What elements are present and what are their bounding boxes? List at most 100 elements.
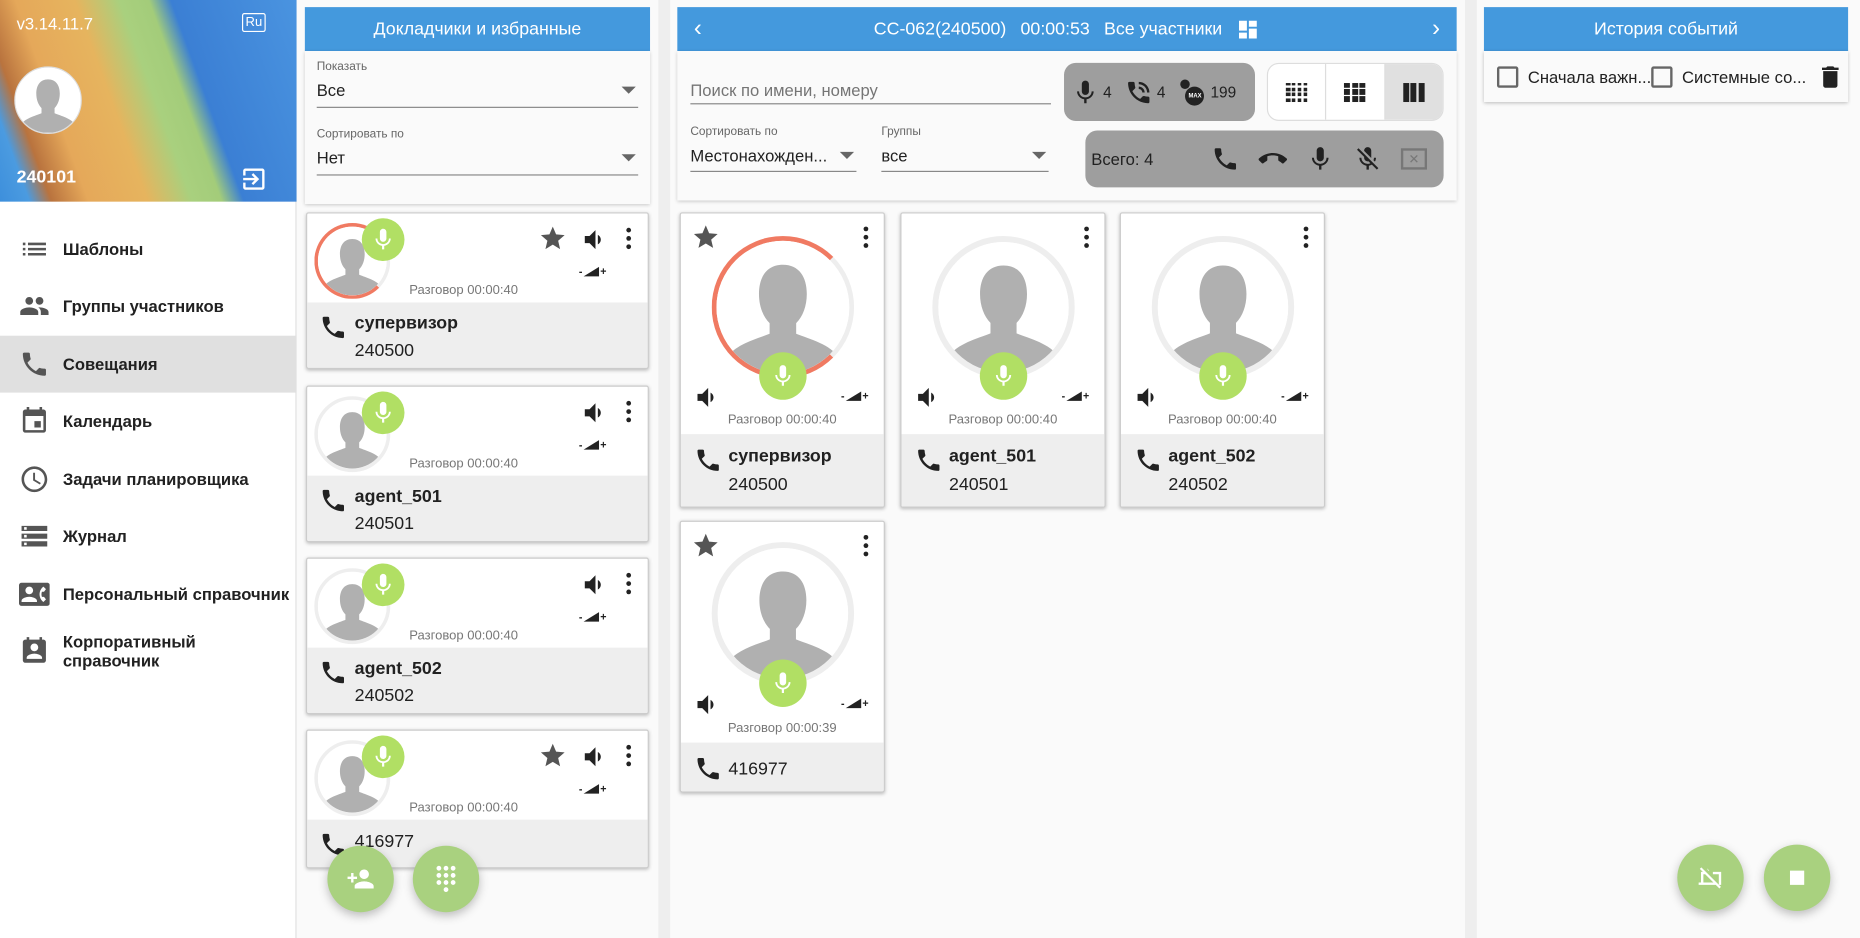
more-vert-icon[interactable] xyxy=(614,397,642,425)
dashboard-icon[interactable] xyxy=(1236,17,1260,41)
mic-toggle[interactable] xyxy=(979,352,1028,400)
sidebar-item[interactable]: Персональный справочник xyxy=(0,566,297,623)
mic-toggle[interactable] xyxy=(361,391,405,435)
speaker-icon[interactable] xyxy=(581,571,609,599)
sidebar-item[interactable]: Группы участников xyxy=(0,278,297,335)
speaker-icon[interactable] xyxy=(694,690,722,718)
remove-all-icon[interactable]: ✕ xyxy=(1400,148,1427,170)
participant-name: agent_501 xyxy=(948,446,1036,467)
groups-select[interactable]: все xyxy=(881,141,1049,172)
mic-toggle[interactable] xyxy=(1199,352,1247,400)
sort-select[interactable]: Нет xyxy=(316,145,639,176)
participants-filter[interactable]: Все участники xyxy=(1104,18,1223,40)
star-icon[interactable] xyxy=(539,741,567,769)
important-first-checkbox[interactable] xyxy=(1496,65,1519,88)
star-icon[interactable] xyxy=(692,223,720,251)
view-option-button[interactable] xyxy=(1385,64,1443,120)
sidebar-item[interactable]: Журнал xyxy=(0,508,297,565)
speaker-card[interactable]: - + Разговор 00:00:40 416977 xyxy=(306,729,649,869)
sidebar-item[interactable]: Совещания xyxy=(0,335,297,393)
sidebar-item[interactable]: Шаблоны xyxy=(0,221,297,278)
volume-slider[interactable]: - + xyxy=(1061,390,1090,403)
logout-icon[interactable] xyxy=(240,165,268,193)
dropdown-arrow-icon xyxy=(621,154,636,162)
mic-toggle[interactable] xyxy=(361,218,405,261)
volume-slider[interactable]: - + xyxy=(578,782,607,795)
search-input[interactable] xyxy=(690,75,1051,105)
view-option-button[interactable] xyxy=(1268,64,1327,120)
sidebar-item[interactable]: Календарь xyxy=(0,393,297,450)
call-status: Разговор 00:00:40 xyxy=(948,412,1058,428)
system-events-checkbox[interactable] xyxy=(1651,65,1673,88)
conference-duration: 00:00:53 xyxy=(1020,18,1090,40)
speaker-icon[interactable] xyxy=(1134,383,1162,411)
volume-slider[interactable]: - + xyxy=(578,265,607,278)
speaker-card[interactable]: - + Разговор 00:00:40 супервизор 240500 xyxy=(306,212,649,369)
mute-all-icon[interactable] xyxy=(1353,145,1381,173)
call-status: Разговор 00:00:40 xyxy=(1167,412,1277,428)
mic-toggle[interactable] xyxy=(759,659,807,707)
mic-toggle[interactable] xyxy=(361,563,405,607)
volume-slider[interactable]: - + xyxy=(841,697,869,710)
phone-icon xyxy=(319,658,347,686)
participant-name: agent_501 xyxy=(354,486,442,507)
mic-toggle[interactable] xyxy=(361,735,405,779)
speaker-icon[interactable] xyxy=(581,399,609,427)
trash-icon[interactable] xyxy=(1816,62,1844,90)
splitter-right[interactable] xyxy=(1464,0,1477,938)
participant-number: 240500 xyxy=(728,474,788,495)
add-participant-button[interactable] xyxy=(327,845,394,913)
more-vert-icon[interactable] xyxy=(852,531,880,559)
person-icon xyxy=(15,68,80,133)
volume-slider[interactable]: - + xyxy=(578,610,607,623)
view-option-button[interactable] xyxy=(1327,64,1386,120)
prev-conference-button[interactable]: ‹ xyxy=(693,15,702,42)
list-icon xyxy=(19,234,50,265)
hangup-all-icon[interactable] xyxy=(1259,145,1287,173)
more-vert-icon[interactable] xyxy=(852,223,880,251)
more-vert-icon[interactable] xyxy=(614,569,642,597)
speaker-card[interactable]: - + Разговор 00:00:40 agent_502 240502 xyxy=(306,557,649,715)
sidebar-item[interactable]: Задачи планировщика xyxy=(0,451,297,508)
dropdown-arrow-icon xyxy=(621,86,636,94)
participant-card[interactable]: - + Разговор 00:00:40 agent_502 240502 xyxy=(1119,212,1325,508)
speaker-icon[interactable] xyxy=(581,743,609,771)
participant-card[interactable]: - + Разговор 00:00:40 супервизор 240500 xyxy=(679,212,885,508)
call-status: Разговор 00:00:40 xyxy=(727,412,837,428)
mic-toggle[interactable] xyxy=(759,352,807,400)
speaker-icon[interactable] xyxy=(581,225,609,253)
clock-icon xyxy=(19,464,50,495)
more-vert-icon[interactable] xyxy=(1292,223,1320,251)
show-select[interactable]: Все xyxy=(316,77,639,108)
mic-icon xyxy=(1210,363,1236,389)
call-all-icon[interactable] xyxy=(1211,145,1239,173)
speaker-icon[interactable] xyxy=(915,383,943,411)
stop-conference-button[interactable] xyxy=(1763,844,1831,912)
participant-card[interactable]: - + Разговор 00:00:40 agent_501 240501 xyxy=(900,212,1106,508)
phone-icon xyxy=(319,313,347,341)
speakers-header: Докладчики и избранные xyxy=(304,7,651,52)
participant-number: 240500 xyxy=(354,340,415,361)
participant-card[interactable]: - + Разговор 00:00:39 416977 xyxy=(679,520,885,793)
splitter-left[interactable] xyxy=(658,0,671,938)
language-button[interactable]: Ru xyxy=(241,13,266,33)
speaker-card[interactable]: - + Разговор 00:00:40 agent_501 240501 xyxy=(306,385,649,543)
volume-slider[interactable]: - + xyxy=(1281,390,1309,403)
star-icon[interactable] xyxy=(539,224,567,252)
star-icon[interactable] xyxy=(692,531,720,559)
speaker-icon[interactable] xyxy=(694,383,722,411)
card-footer: agent_502 240502 xyxy=(1120,434,1324,507)
more-vert-icon[interactable] xyxy=(614,741,642,769)
next-conference-button[interactable]: › xyxy=(1432,15,1441,42)
dialpad-button[interactable] xyxy=(412,845,480,913)
volume-slider[interactable]: - + xyxy=(578,438,607,451)
sidebar-item[interactable]: Корпоративный справочник xyxy=(0,623,297,680)
more-vert-icon[interactable] xyxy=(614,224,642,252)
volume-slider[interactable]: - + xyxy=(841,390,869,403)
more-vert-icon[interactable] xyxy=(1072,223,1100,251)
sort-label: Сортировать по xyxy=(316,128,404,142)
unmute-all-icon[interactable] xyxy=(1306,145,1334,173)
call-status: Разговор 00:00:39 xyxy=(727,721,837,736)
stop-screen-share-button[interactable] xyxy=(1677,844,1744,912)
participants-sort-select[interactable]: Местонахожден... xyxy=(690,141,857,172)
